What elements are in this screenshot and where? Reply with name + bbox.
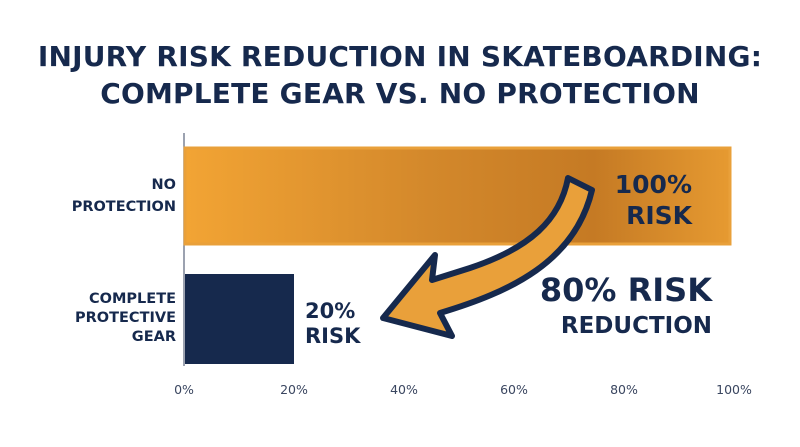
category-label-1-line-2: GEAR: [132, 329, 176, 345]
chart-title-line-1: INJURY RISK REDUCTION IN SKATEBOARDING:: [37, 40, 763, 73]
category-label-1-line-0: COMPLETE: [89, 291, 176, 307]
category-label-0-line-1: PROTECTION: [72, 199, 176, 215]
bar-complete-gear: [185, 274, 294, 364]
bar-no-protection: [183, 146, 732, 246]
bar-label-complete-gear-unit: RISK: [305, 324, 361, 348]
reduction-arrow: [380, 175, 595, 339]
category-label-0-line-0: NO: [152, 177, 176, 193]
x-tick-label-5: 100%: [716, 382, 752, 397]
arrow-layer: [380, 175, 595, 339]
x-tick-label-2: 40%: [390, 382, 418, 397]
category-label-1-line-1: PROTECTIVE: [75, 310, 176, 326]
x-tick-label-3: 60%: [500, 382, 528, 397]
chart-title-line-2: COMPLETE GEAR VS. NO PROTECTION: [100, 77, 700, 110]
x-axis: 0% 20% 40% 60% 80% 100%: [174, 382, 752, 397]
x-tick-label-1: 20%: [280, 382, 308, 397]
annotation-reduction-line-1: 80% RISK: [540, 271, 713, 309]
bar-label-no-protection-value: 100%: [615, 170, 692, 199]
bars-layer: [183, 146, 732, 364]
x-tick-label-4: 80%: [610, 382, 638, 397]
annotation-reduction-line-2: REDUCTION: [561, 313, 712, 339]
chart-title: INJURY RISK REDUCTION IN SKATEBOARDING: …: [0, 38, 800, 112]
labels-layer: NOPROTECTIONCOMPLETEPROTECTIVEGEAR100%RI…: [72, 170, 714, 348]
x-tick-label-0: 0%: [174, 382, 194, 397]
bar-label-no-protection-unit: RISK: [626, 201, 694, 230]
bar-label-complete-gear-value: 20%: [305, 299, 355, 323]
